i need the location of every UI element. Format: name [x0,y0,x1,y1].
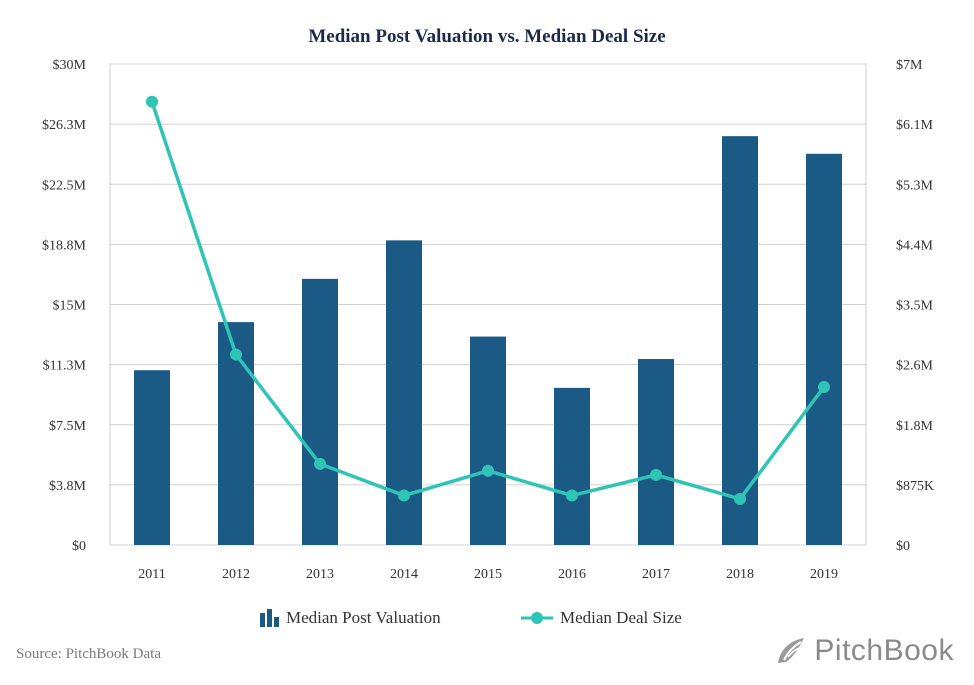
line-point [650,468,662,481]
y-left-tick-label: $22.5M [42,178,87,193]
brand-name: PitchBook [814,634,954,667]
line-point [818,380,830,393]
y-left-tick-label: $18.8M [42,238,87,253]
bar [134,370,170,545]
line-point [734,492,746,505]
chart-plot: $0 $3.8M $7.5M $11.3M $15M $18.8M $22.5M $26.3M… [42,58,934,582]
legend: Median Post Valuation Median Deal Size [0,604,974,632]
y-left-tick-label: $30M [53,58,87,73]
legend-item-valuation: Median Post Valuation [258,604,441,632]
line-point [146,95,158,108]
legend-item-deal-size: Median Deal Size [520,604,682,632]
x-tick-label: 2016 [558,567,586,582]
legend-label-valuation: Median Post Valuation [286,608,441,627]
bar [638,359,674,545]
y-left-tick-label: $3.8M [49,479,87,494]
bar [470,336,506,545]
y-left-tick-label: $15M [53,299,87,314]
y-right-tick-label: $6.1M [896,118,934,133]
bar-chart-icon [260,609,279,627]
y-right-tick-label: $4.4M [896,238,934,253]
y-right-tick-label: $5.3M [896,178,934,193]
bar [554,387,590,545]
y-right-tick-label: $0 [896,539,910,554]
legend-label-deal-size: Median Deal Size [560,608,682,627]
x-tick-label: 2011 [138,567,165,582]
y-right-tick-label: $875K [896,479,934,494]
line-point [230,348,242,361]
x-tick-label: 2019 [810,567,838,582]
x-tick-label: 2018 [726,567,754,582]
y-right-tick-label: $1.8M [896,419,934,434]
y-left-tick-label: $26.3M [42,118,87,133]
x-tick-label: 2017 [642,567,670,582]
line-point [314,457,326,470]
y-right-tick-label: $7M [896,58,923,73]
y-left-tick-label: $0 [72,539,86,554]
y-left-tick-label: $7.5M [49,419,87,434]
y-right-tick-label: $2.6M [896,359,934,374]
y-right-tick-label: $3.5M [896,299,934,314]
source-note: Source: PitchBook Data [16,646,161,662]
bar [722,136,758,545]
y-left-tick-label: $11.3M [43,359,87,374]
chart-title: Median Post Valuation vs. Median Deal Si… [308,26,666,47]
line-point [398,489,410,502]
line-point [482,464,494,477]
bar [806,153,842,545]
pitchbook-leaf-logo-icon [778,638,805,663]
line-marker-icon [521,612,553,624]
brand-logo: PitchBook [774,634,954,668]
x-tick-label: 2012 [222,567,250,582]
bar [302,278,338,545]
x-tick-label: 2015 [474,567,502,582]
x-tick-label: 2014 [390,567,418,582]
line-point [566,489,578,502]
x-tick-label: 2013 [306,567,334,582]
